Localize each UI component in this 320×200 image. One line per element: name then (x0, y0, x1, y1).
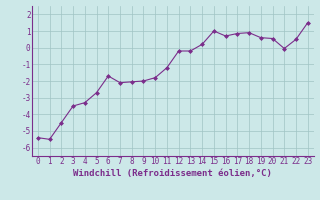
X-axis label: Windchill (Refroidissement éolien,°C): Windchill (Refroidissement éolien,°C) (73, 169, 272, 178)
